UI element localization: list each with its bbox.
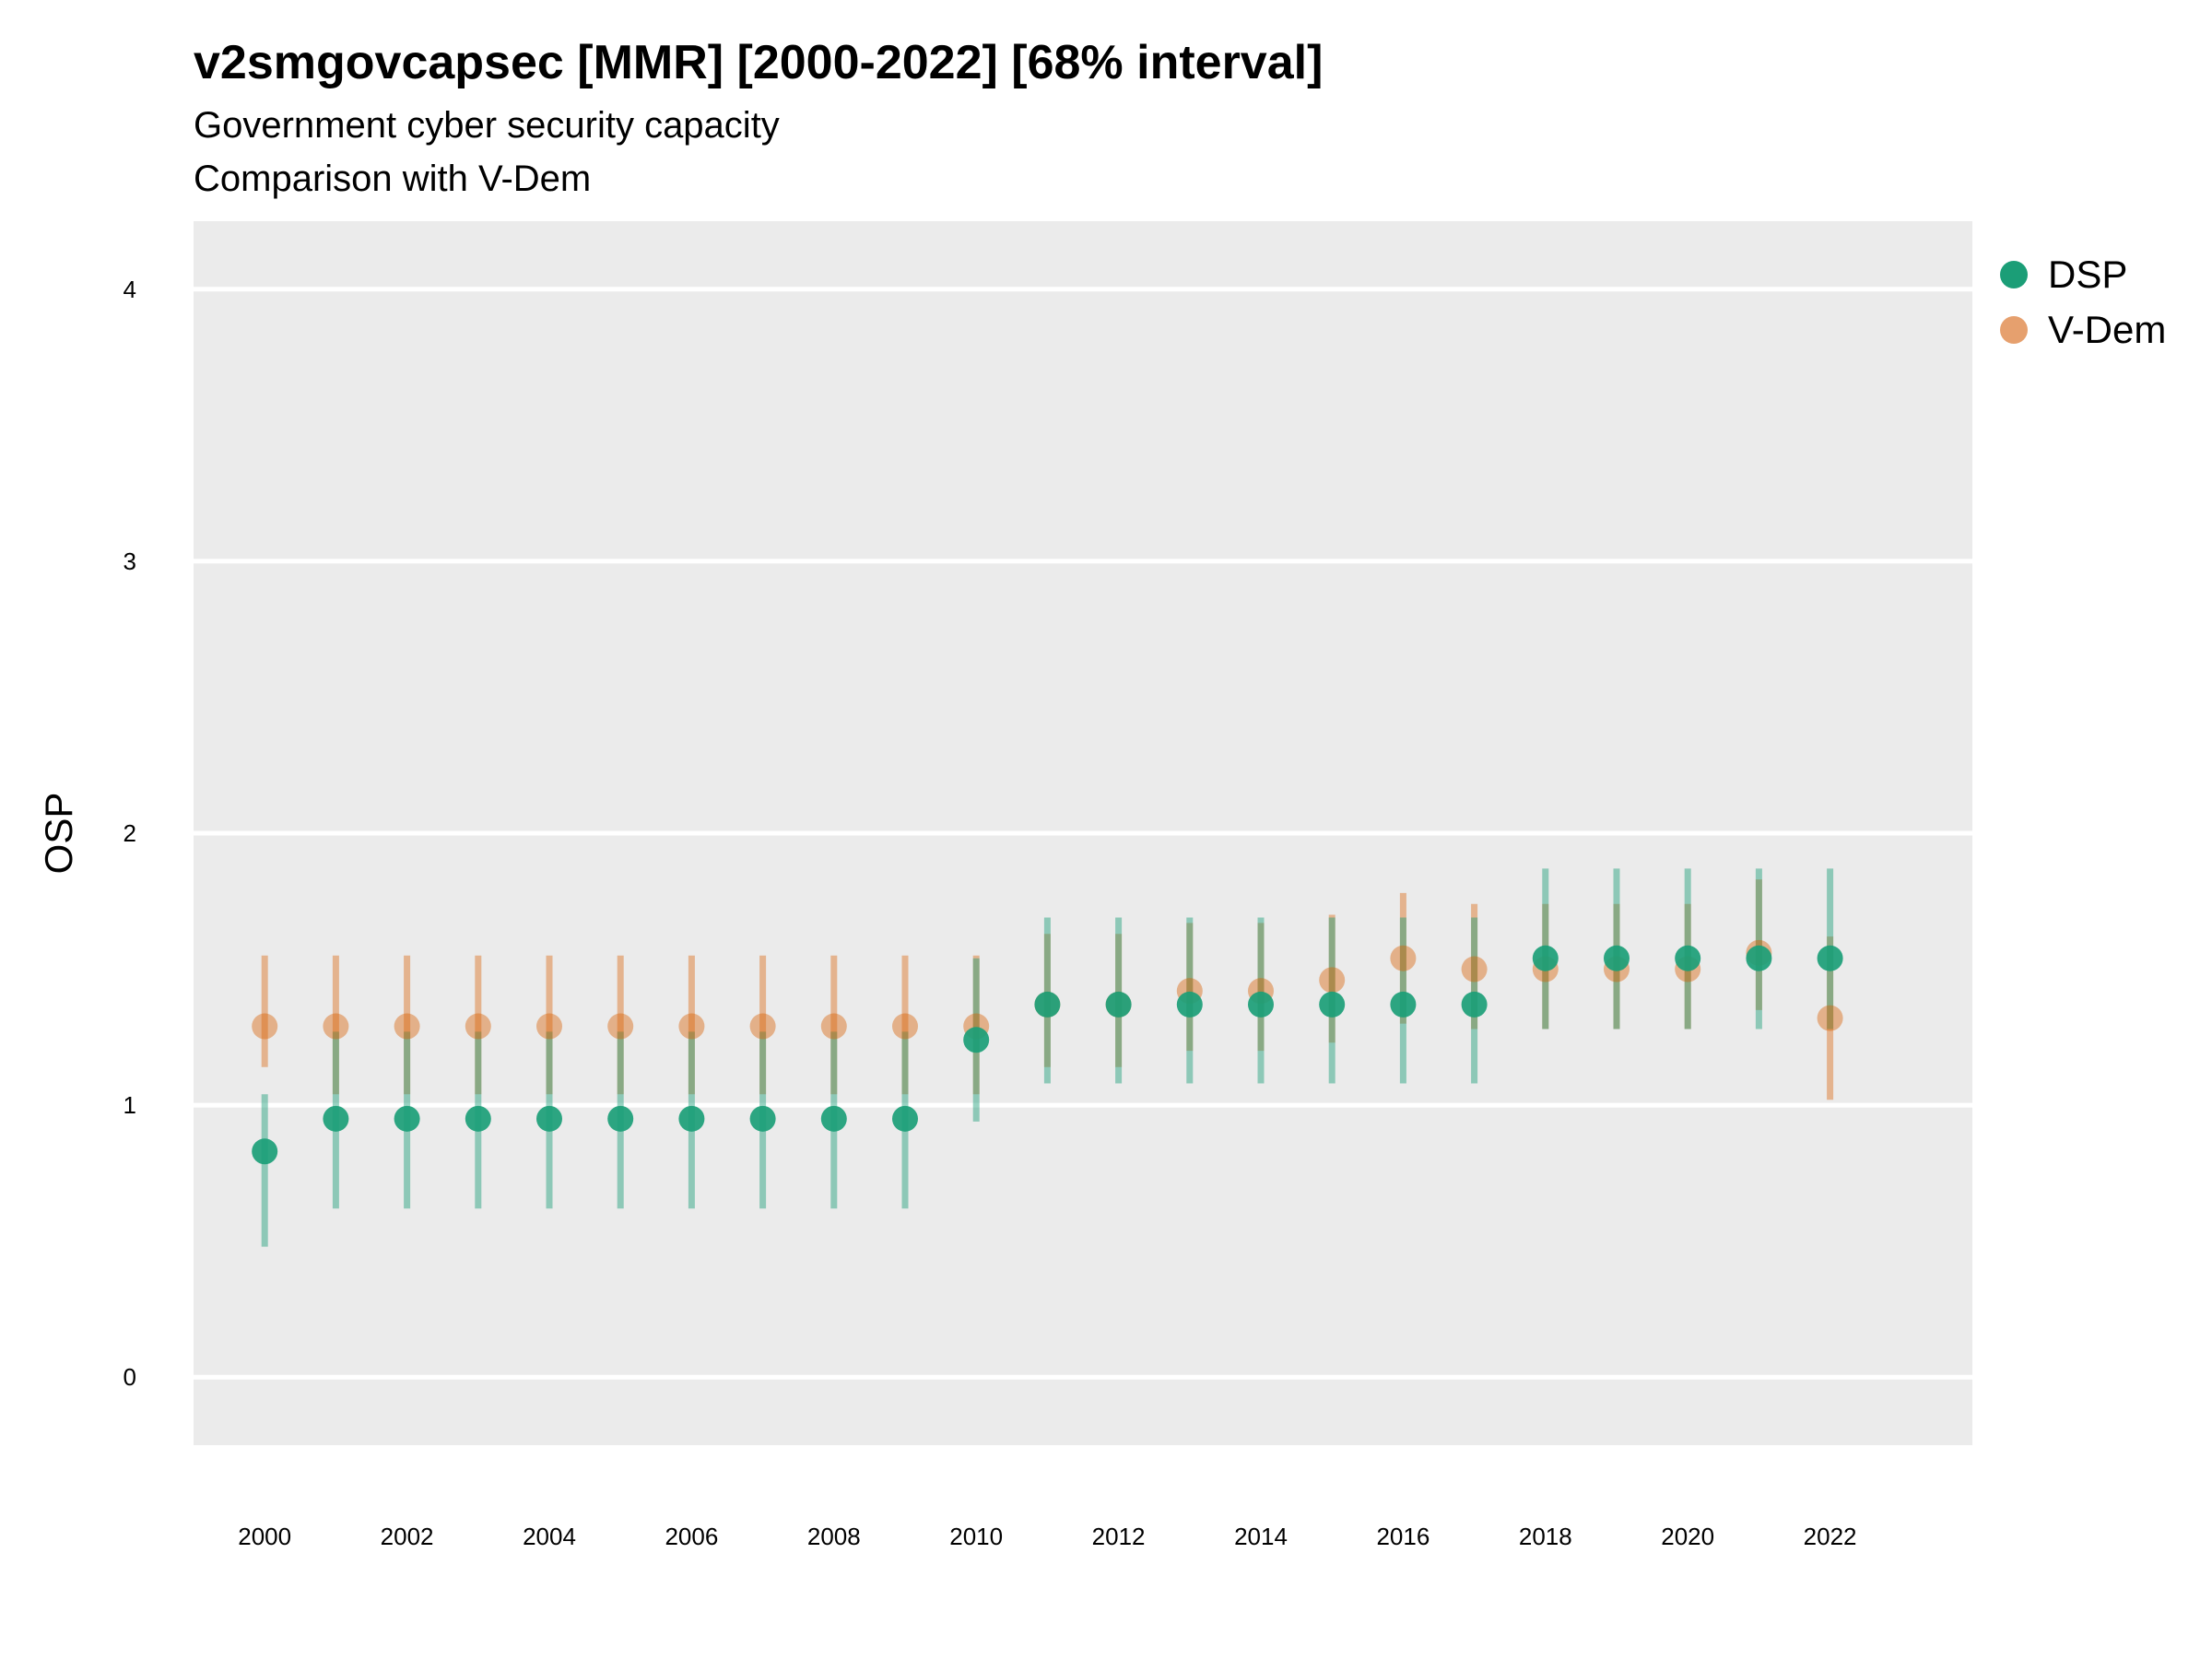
point-dsp (394, 1105, 420, 1132)
x-tick-label: 2004 (523, 1523, 576, 1550)
point-dsp (1105, 991, 1132, 1018)
x-tick-label: 2012 (1092, 1523, 1146, 1550)
legend-label-vdem: V-Dem (2048, 308, 2167, 351)
point-vdem (323, 1013, 349, 1040)
x-tick-label: 2006 (665, 1523, 718, 1550)
point-vdem (607, 1013, 634, 1040)
chart-subtitle-line-2: Comparison with V-Dem (194, 159, 592, 199)
point-dsp (820, 1105, 847, 1132)
point-dsp (1034, 991, 1061, 1018)
point-vdem (678, 1013, 705, 1040)
point-dsp (465, 1105, 491, 1132)
point-dsp (323, 1105, 349, 1132)
point-dsp (1176, 991, 1203, 1018)
x-tick-label: 2002 (381, 1523, 434, 1550)
y-tick-label: 4 (124, 276, 136, 303)
point-dsp (536, 1105, 562, 1132)
chart-subtitle-line-1: Government cyber security capacity (194, 105, 780, 146)
point-vdem (1461, 956, 1488, 982)
x-tick-label: 2000 (238, 1523, 291, 1550)
point-dsp (1675, 945, 1701, 971)
x-tick-label: 2014 (1234, 1523, 1288, 1550)
point-vdem (1817, 1005, 1843, 1031)
point-vdem (892, 1013, 918, 1040)
point-dsp (1248, 991, 1274, 1018)
y-tick-label: 1 (124, 1091, 136, 1119)
legend-label-dsp: DSP (2048, 253, 2128, 296)
point-vdem (394, 1013, 420, 1040)
y-tick-label: 0 (124, 1363, 136, 1391)
point-vdem (1319, 967, 1346, 994)
point-vdem (1390, 945, 1417, 971)
point-dsp (1746, 945, 1772, 971)
point-dsp (252, 1138, 278, 1165)
x-tick-label: 2018 (1519, 1523, 1572, 1550)
legend-swatch-dsp (2000, 261, 2028, 288)
legend-item-dsp: DSP (2000, 247, 2166, 302)
point-dsp (1461, 991, 1488, 1018)
point-dsp (1604, 945, 1630, 971)
point-dsp (1319, 991, 1346, 1018)
point-vdem (465, 1013, 491, 1040)
legend-swatch-vdem (2000, 316, 2028, 344)
point-dsp (678, 1105, 705, 1132)
point-vdem (820, 1013, 847, 1040)
y-axis-label: OSP (37, 793, 80, 875)
y-tick-label: 3 (124, 547, 136, 575)
point-dsp (607, 1105, 634, 1132)
legend: DSP V-Dem (2000, 247, 2166, 358)
x-tick-label: 2022 (1804, 1523, 1857, 1550)
point-dsp (1817, 945, 1843, 971)
point-dsp (1390, 991, 1417, 1018)
x-tick-label: 2008 (807, 1523, 861, 1550)
point-vdem (749, 1013, 776, 1040)
point-dsp (1532, 945, 1559, 971)
y-tick-label: 2 (124, 819, 136, 847)
point-vdem (252, 1013, 278, 1040)
point-dsp (963, 1027, 990, 1053)
chart-title: v2smgovcapsec [MMR] [2000-2022] [68% int… (194, 36, 1324, 89)
x-tick-label: 2020 (1661, 1523, 1714, 1550)
point-vdem (536, 1013, 562, 1040)
point-dsp (749, 1105, 776, 1132)
x-tick-label: 2010 (949, 1523, 1003, 1550)
legend-item-vdem: V-Dem (2000, 302, 2166, 358)
x-tick-label: 2016 (1376, 1523, 1430, 1550)
point-dsp (892, 1105, 918, 1132)
